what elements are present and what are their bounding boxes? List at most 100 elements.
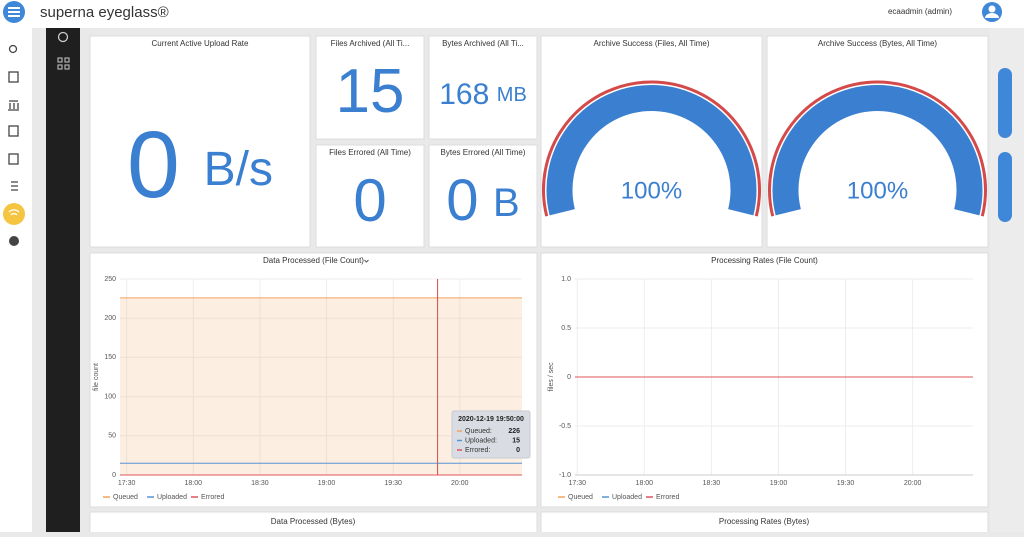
legend-label[interactable]: Uploaded (157, 494, 187, 501)
tooltip-name: Queued: (465, 428, 492, 435)
panel-title: Current Active Upload Rate (152, 39, 249, 48)
x-tick-label: 17:30 (118, 480, 136, 487)
tooltip-title: 2020-12-19 19:50:00 (458, 416, 524, 423)
panel (540, 252, 989, 508)
tooltip-value: 226 (508, 428, 520, 435)
avatar-icon (988, 5, 996, 13)
y-tick-label: 250 (104, 276, 116, 283)
panel-title: Files Errored (All Time) (329, 148, 411, 157)
tooltip-value: 15 (512, 437, 520, 444)
header-bar (0, 0, 1024, 28)
brand: superna eyeglass® (40, 4, 169, 21)
y-tick-label: 1.0 (561, 276, 571, 283)
stat-value: 0 B/s (127, 112, 273, 218)
legend-label[interactable]: Errored (201, 494, 224, 501)
y-tick-label: 100 (104, 393, 116, 400)
stat-value: 168 MB (439, 78, 527, 111)
nav-list[interactable] (11, 181, 18, 191)
x-tick-label: 18:30 (703, 480, 721, 487)
x-tick-label: 19:30 (384, 480, 402, 487)
x-tick-label: 20:00 (451, 480, 469, 487)
panel-title: Archive Success (Files, All Time) (593, 39, 709, 48)
title-dropdown[interactable] (364, 259, 369, 263)
tooltip-value: 0 (516, 447, 520, 454)
tooltip-name: Uploaded: (465, 437, 497, 444)
side-tab[interactable] (998, 68, 1012, 138)
wifi-icon (8, 209, 20, 216)
stat-unit: MB (497, 84, 527, 106)
panel-title: Archive Success (Bytes, All Time) (818, 39, 937, 48)
left-nav (0, 28, 32, 532)
panel (428, 144, 538, 248)
panel-title: Bytes Errored (All Time) (441, 148, 526, 157)
stat-number: 0 (446, 168, 478, 233)
y-axis-label: files / sec (548, 362, 555, 392)
gauge-label: 100% (847, 177, 908, 204)
x-tick-label: 20:00 (904, 480, 922, 487)
x-tick-label: 18:00 (636, 480, 654, 487)
chart-title: Data Processed (File Count) (263, 256, 364, 265)
gauge-label: 100% (621, 177, 682, 204)
y-tick-label: 150 (104, 354, 116, 361)
panel-title: Files Archived (All Ti... (331, 39, 410, 48)
user-name[interactable]: ecaadmin (admin) (888, 7, 952, 16)
legend-label[interactable]: Uploaded (612, 494, 642, 501)
y-tick-label: -0.5 (559, 423, 571, 430)
avatar-icon (985, 13, 999, 18)
gauge-arc (772, 85, 983, 216)
x-tick-label: 19:00 (770, 480, 788, 487)
nav-icons (8, 44, 19, 191)
tooltip (451, 410, 531, 459)
x-tick-label: 18:30 (251, 480, 269, 487)
panel (315, 144, 425, 248)
nav-bank[interactable] (8, 100, 19, 111)
gauge-threshold (542, 80, 761, 217)
side-panel (46, 28, 80, 532)
legend-label[interactable]: Queued (568, 494, 593, 501)
legend-label[interactable]: Errored (656, 494, 679, 501)
x-tick-label: 17:30 (568, 480, 586, 487)
stat-number: 0 (127, 112, 180, 218)
legend-label[interactable]: Queued (113, 494, 138, 501)
panel-grid[interactable] (57, 57, 70, 70)
stat-number: 0 (353, 167, 386, 234)
panel (428, 35, 538, 140)
panel-title: Data Processed (Bytes) (271, 517, 356, 526)
tooltip-name: Errored: (465, 447, 490, 454)
nav-help[interactable] (9, 236, 19, 246)
stat-unit: B (493, 181, 520, 225)
y-tick-label: 0 (567, 374, 571, 381)
stat-number: 15 (336, 57, 405, 126)
panel (315, 35, 425, 140)
chart-title: Processing Rates (File Count) (711, 256, 818, 265)
nav-archive[interactable] (8, 125, 19, 137)
y-tick-label: 0 (112, 472, 116, 479)
y-tick-label: -1.0 (559, 472, 571, 479)
panel (89, 252, 538, 508)
nav-docs[interactable] (8, 71, 19, 83)
y-tick-label: 200 (104, 315, 116, 322)
stat-unit: B/s (204, 143, 273, 196)
nav-servers[interactable] (8, 153, 19, 165)
series-area (120, 297, 522, 475)
stat-number: 168 (439, 78, 489, 111)
x-tick-label: 19:30 (837, 480, 855, 487)
gauge-arc (546, 85, 757, 216)
x-tick-label: 18:00 (185, 480, 203, 487)
nav-search[interactable] (8, 44, 18, 54)
stat-value: 15 (336, 57, 405, 126)
y-axis-label: file count (93, 363, 100, 391)
panel-search[interactable] (57, 31, 69, 43)
y-tick-label: 50 (108, 433, 116, 440)
y-tick-label: 0.5 (561, 325, 571, 332)
side-tab[interactable] (998, 152, 1012, 222)
x-tick-label: 19:00 (318, 480, 336, 487)
panel-title: Processing Rates (Bytes) (719, 517, 810, 526)
gauge-threshold (768, 80, 987, 217)
panel-title: Bytes Archived (All Ti... (442, 39, 524, 48)
menu-icon (8, 7, 20, 17)
stat-value: 0 (353, 167, 386, 234)
